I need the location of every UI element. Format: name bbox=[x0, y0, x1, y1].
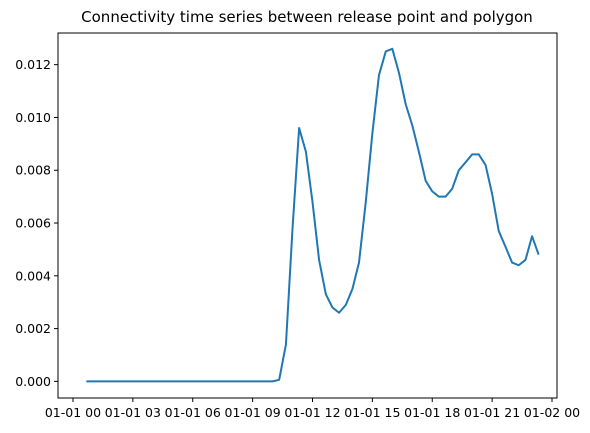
y-tick-label: 0.002 bbox=[15, 321, 51, 336]
x-tick-label: 01-02 00 bbox=[524, 405, 580, 420]
y-tick-label: 0.004 bbox=[15, 268, 51, 283]
y-tick-label: 0.008 bbox=[15, 163, 51, 178]
chart-title: Connectivity time series between release… bbox=[81, 8, 533, 26]
y-tick-label: 0.012 bbox=[15, 57, 51, 72]
y-axis: 0.000 0.002 0.004 0.006 0.008 0.010 0.012 bbox=[15, 57, 58, 389]
x-tick-label: 01-01 06 bbox=[165, 405, 221, 420]
x-tick-label: 01-01 15 bbox=[344, 405, 400, 420]
x-tick-label: 01-01 09 bbox=[225, 405, 281, 420]
plot-area-frame bbox=[57, 32, 558, 399]
x-tick-label: 01-01 18 bbox=[404, 405, 460, 420]
y-tick-label: 0.006 bbox=[15, 216, 51, 231]
y-tick-label: 0.000 bbox=[15, 374, 51, 389]
x-tick-label: 01-01 00 bbox=[45, 405, 101, 420]
x-axis: 01-01 00 01-01 03 01-01 06 01-01 09 01-01 12… bbox=[45, 398, 580, 420]
x-tick-label: 01-01 03 bbox=[105, 405, 161, 420]
x-tick-label: 01-01 21 bbox=[464, 405, 520, 420]
x-tick-label: 01-01 12 bbox=[284, 405, 340, 420]
series-line bbox=[86, 47, 540, 383]
y-tick-label: 0.010 bbox=[15, 110, 51, 125]
